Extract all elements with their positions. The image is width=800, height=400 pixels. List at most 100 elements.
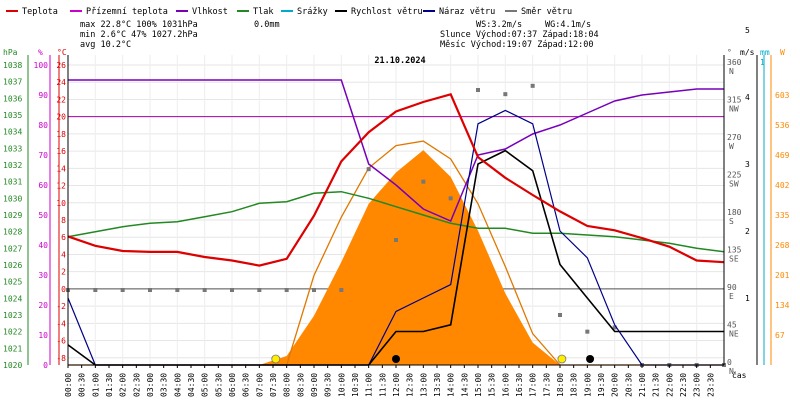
stat-min: min 2.6°C 47% 1027.2hPa — [80, 30, 198, 40]
legend-label: Směr větru — [521, 7, 572, 17]
stat-wg: WG:4.1m/s — [545, 20, 591, 30]
time-tick-label: 14:30 — [460, 373, 469, 397]
legend-label: Náraz větru — [439, 7, 495, 17]
wind-direction-point — [394, 238, 398, 242]
time-tick-label: 05:30 — [214, 373, 223, 397]
temp-tick-label: 10 — [56, 199, 66, 208]
time-tick-label: 04:30 — [187, 373, 196, 397]
stat-sun: Slunce Východ:07:37 Západ:18:04 — [440, 30, 599, 40]
wind-direction-point — [230, 288, 234, 292]
hpa-tick-label: 1034 — [3, 128, 22, 137]
temp-unit-label: °C — [57, 48, 67, 57]
hpa-unit-label: hPa — [3, 48, 18, 57]
time-tick-label: 04:00 — [173, 373, 182, 397]
pct-tick-label: 80 — [38, 121, 48, 130]
dir-tick-label: 225 — [727, 171, 742, 180]
temp-tick-label: 12 — [56, 182, 66, 191]
x-axis-label: čas — [732, 370, 747, 380]
pct-unit-label: % — [38, 48, 43, 57]
dir-tick-label: 135 — [727, 246, 742, 255]
time-tick-label: 15:30 — [488, 373, 497, 397]
time-tick-label: 00:00 — [64, 373, 73, 397]
time-tick-label: 06:00 — [228, 373, 237, 397]
hpa-tick-label: 1023 — [3, 311, 22, 320]
hpa-tick-label: 1029 — [3, 211, 22, 220]
w-tick-label: 201 — [775, 271, 790, 280]
hpa-tick-label: 1025 — [3, 278, 22, 287]
dir-tick-label: S — [729, 217, 734, 226]
mm-tick-label: 1 — [760, 58, 765, 67]
legend-label: Teplota — [22, 7, 58, 17]
legend-label: Přízemní teplota — [86, 7, 168, 17]
time-tick-label: 21:30 — [652, 373, 661, 397]
time-tick-label: 09:30 — [324, 373, 333, 397]
ms-tick-label: 4 — [745, 93, 750, 102]
time-tick-label: 10:00 — [337, 373, 346, 397]
temp-tick-label: 16 — [56, 147, 66, 156]
solar-radiation-area — [68, 150, 724, 365]
temp-tick-label: 4 — [61, 250, 66, 259]
temperature-line — [67, 92, 725, 267]
time-tick-label: 03:00 — [146, 373, 155, 397]
mm-unit-label: mm — [760, 48, 770, 57]
hpa-tick-label: 1026 — [3, 261, 22, 270]
stat-avg: avg 10.2°C — [80, 40, 131, 50]
time-tick-label: 20:00 — [611, 373, 620, 397]
hpa-tick-label: 1036 — [3, 94, 22, 103]
stat-rain: 0.0mm — [254, 20, 280, 30]
wind-direction-point — [93, 288, 98, 292]
sun-marker-icon — [271, 354, 281, 364]
legend-label: Tlak — [253, 7, 273, 17]
w-tick-label: 402 — [775, 181, 790, 190]
dir-tick-label: N — [729, 67, 734, 76]
w-tick-label: 603 — [775, 91, 790, 100]
dir-tick-label: 0 — [727, 358, 732, 367]
temp-tick-label: 24 — [56, 78, 66, 87]
pct-tick-label: 50 — [38, 211, 48, 220]
time-tick-label: 23:00 — [693, 373, 702, 397]
temp-tick-label: 26 — [56, 61, 66, 70]
wind-direction-point — [612, 325, 617, 330]
pct-tick-label: 30 — [38, 271, 48, 280]
hpa-tick-label: 1037 — [3, 78, 22, 87]
chart-title: 21.10.2024 — [374, 56, 425, 66]
temp-tick-label: 18 — [56, 130, 66, 139]
wind-direction-point — [558, 313, 562, 317]
hpa-tick-label: 1035 — [3, 111, 22, 120]
dir-tick-label: NE — [729, 330, 739, 339]
temp-tick-label: 2 — [61, 268, 66, 277]
temp-tick-label: -8 — [56, 354, 66, 363]
temp-tick-label: -2 — [56, 302, 66, 311]
hpa-tick-label: 1021 — [3, 344, 22, 353]
temp-tick-label: 6 — [61, 233, 66, 242]
wind-direction-point — [257, 288, 262, 292]
wind-direction-point — [366, 167, 371, 172]
ms-tick-label: 5 — [745, 26, 750, 35]
wind-direction-point — [202, 288, 207, 292]
w-unit-label: W — [780, 48, 785, 57]
pct-tick-label: 10 — [38, 331, 48, 340]
deg-unit-label: ° — [727, 48, 732, 57]
time-tick-label: 11:00 — [365, 373, 374, 397]
pct-tick-label: 90 — [38, 91, 48, 100]
time-tick-label: 23:30 — [706, 373, 715, 397]
pct-tick-label: 20 — [38, 301, 48, 310]
ms-unit-label: m/s — [740, 48, 755, 57]
wind-direction-point — [448, 196, 453, 201]
time-tick-label: 22:30 — [679, 373, 688, 397]
dir-tick-label: 45 — [727, 321, 737, 330]
time-tick-label: 16:00 — [501, 373, 510, 397]
wind-direction-point — [120, 288, 125, 292]
pct-tick-label: 70 — [38, 151, 48, 160]
humidity-line — [68, 79, 724, 222]
time-tick-label: 05:00 — [201, 373, 210, 397]
time-tick-label: 07:30 — [269, 373, 278, 397]
time-tick-label: 10:30 — [351, 373, 360, 397]
hpa-tick-label: 1038 — [3, 61, 22, 70]
temp-tick-label: 22 — [56, 95, 66, 104]
time-tick-label: 08:00 — [283, 373, 292, 397]
temp-tick-label: 14 — [56, 164, 66, 173]
hpa-tick-label: 1033 — [3, 144, 22, 153]
time-tick-label: 00:30 — [78, 373, 87, 397]
